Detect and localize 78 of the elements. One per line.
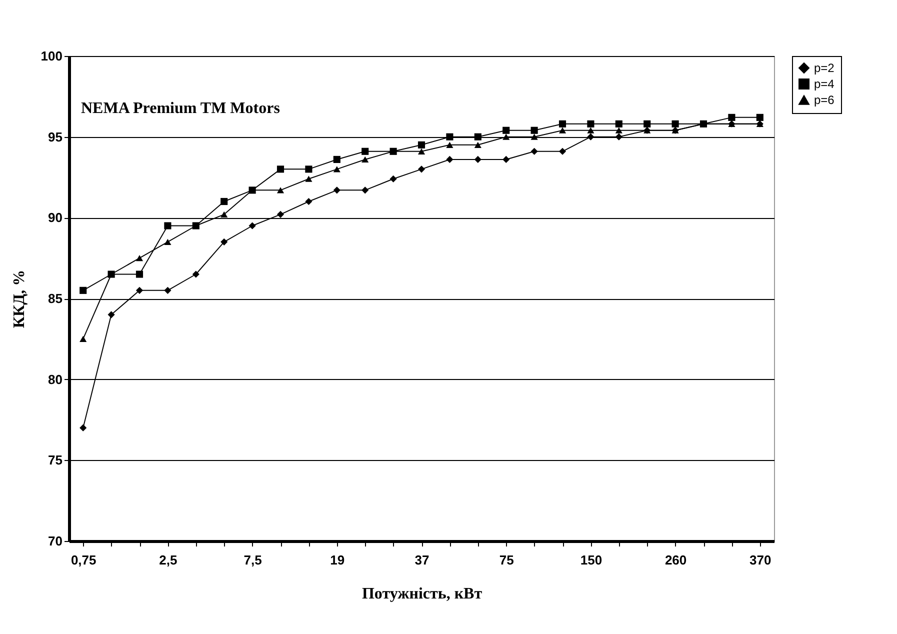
point — [390, 175, 397, 182]
point — [164, 286, 172, 294]
y-tick-label: 70 — [48, 534, 62, 548]
x-tick-label: 19 — [330, 552, 345, 568]
point — [418, 148, 426, 154]
point — [446, 142, 454, 148]
point — [136, 286, 144, 294]
point — [502, 134, 510, 140]
point — [728, 114, 736, 121]
point — [530, 126, 538, 134]
point — [418, 166, 426, 173]
point — [136, 270, 144, 278]
x-tick-label: 260 — [664, 552, 687, 568]
point — [305, 198, 312, 206]
y-tick-label: 80 — [48, 372, 62, 387]
point — [615, 127, 622, 134]
y-tick-label: 95 — [48, 129, 62, 144]
legend-label: p=4 — [814, 77, 835, 91]
point — [192, 270, 200, 278]
point — [80, 424, 87, 432]
point — [136, 255, 144, 262]
x-tick-label: 370 — [750, 552, 772, 568]
point — [305, 176, 312, 182]
point — [587, 133, 594, 140]
point — [530, 148, 538, 155]
point — [587, 127, 594, 134]
point — [558, 127, 566, 134]
point — [220, 238, 228, 246]
y-tick-label: 100 — [40, 48, 62, 64]
point — [80, 286, 87, 294]
point — [446, 156, 454, 164]
point — [615, 120, 622, 128]
y-axis-title: ККД, % — [10, 270, 28, 328]
legend-label: p=2 — [814, 61, 835, 75]
point — [362, 148, 369, 155]
point — [80, 336, 87, 342]
point — [615, 133, 622, 140]
point — [644, 120, 651, 128]
point — [220, 198, 228, 206]
x-tick-label: 150 — [580, 552, 602, 568]
annotation: NEMA Premium TM Motors — [81, 100, 280, 117]
x-tick-label: 7,5 — [244, 552, 262, 568]
point — [248, 222, 256, 230]
x-tick-label: 0,75 — [70, 552, 96, 568]
point — [672, 120, 679, 128]
point — [502, 156, 510, 164]
point — [333, 156, 340, 163]
x-axis-title: Потужність, кВт — [362, 586, 482, 602]
point — [362, 156, 369, 163]
point — [276, 166, 284, 173]
x-tick-label: 2,5 — [159, 552, 178, 568]
point — [756, 114, 764, 121]
point — [446, 133, 454, 140]
point — [558, 120, 566, 128]
point — [164, 222, 172, 230]
point — [418, 141, 426, 148]
point — [305, 166, 312, 173]
point — [220, 211, 228, 218]
point — [587, 120, 594, 128]
legend-label: p=6 — [814, 93, 835, 107]
x-tick-label: 75 — [499, 552, 514, 568]
point — [474, 133, 482, 140]
point — [558, 148, 566, 155]
point — [530, 134, 538, 140]
point — [362, 186, 369, 194]
y-tick-label: 75 — [48, 452, 62, 468]
point — [333, 166, 340, 172]
point — [276, 210, 284, 218]
x-tick-label: 37 — [414, 552, 430, 568]
point — [276, 187, 284, 194]
point — [164, 238, 172, 245]
point — [474, 156, 482, 164]
point — [474, 142, 482, 148]
point — [502, 126, 510, 134]
y-tick-label: 85 — [48, 291, 62, 306]
point — [333, 186, 340, 194]
point — [108, 311, 115, 318]
y-tick-label: 90 — [48, 210, 62, 226]
